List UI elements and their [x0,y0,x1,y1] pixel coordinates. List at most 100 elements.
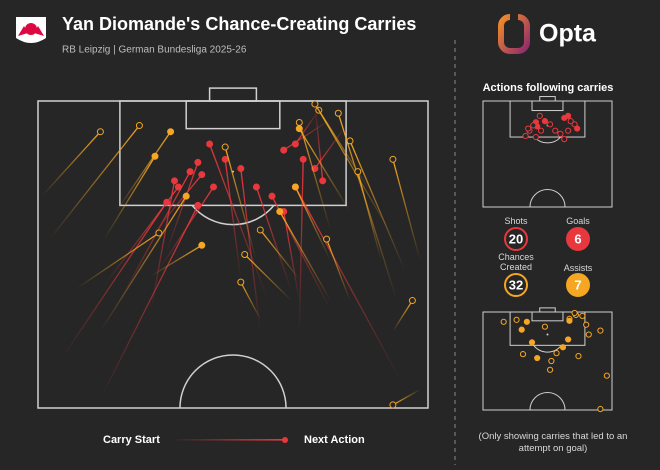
mini-action [566,317,573,324]
carry [99,195,187,332]
brand: Opta [539,20,597,48]
mini-action [597,405,604,413]
centre-circle [529,188,566,208]
title: Yan Diomande's Chance-Creating Carries [62,14,416,34]
mini-action [574,125,581,132]
panel-title: Actions following carries [483,82,614,94]
mini-action [567,118,574,125]
next-action [276,208,284,216]
footnote: (Only showing carries that led to an att… [478,431,628,454]
mini-action [585,331,592,338]
next-action [291,140,299,148]
carry [314,104,324,181]
carry [60,201,168,360]
next-action [194,158,202,166]
stat-badge [504,273,528,297]
legend-end: Next Action [304,434,365,446]
mini-action [546,121,554,128]
penalty-spot [546,333,549,336]
mini-action [530,122,537,129]
mini-action [513,316,520,323]
carry [150,180,176,310]
carry [166,162,199,252]
brand-logo [498,12,530,54]
penalty-arc [533,345,562,353]
mini-action [565,336,572,343]
mini-action [557,130,564,137]
next-action [167,128,175,136]
six-yard-box [185,100,281,130]
mini-action [571,309,578,317]
stat-badge [566,227,590,251]
mini-action [548,357,555,365]
next-action [221,143,229,151]
club-badge [16,17,46,43]
centre-circle [529,391,566,411]
next-action [346,137,354,145]
carry [41,131,101,197]
carry [314,103,371,191]
carry [279,211,332,301]
mini-action [532,133,539,141]
mini-action [523,318,530,325]
carry [244,254,292,302]
carry [283,118,331,151]
mini-action [541,118,549,125]
stat-label: Assists [563,263,593,273]
carry [224,146,258,261]
carry [298,159,304,332]
carry [392,159,421,261]
carry [76,232,160,289]
stat-badge [504,227,528,251]
mini-action [525,125,532,132]
next-action [186,168,194,176]
carry [294,186,332,261]
mini-action [597,327,604,334]
mini-action [552,127,559,134]
mini-action [537,127,545,134]
mini-action [553,350,560,357]
mini-action [583,321,590,328]
next-action [198,171,206,179]
six-yard-box [531,100,564,112]
goal [208,87,258,102]
next-action [237,278,245,286]
mini-action [559,344,567,351]
next-action [256,226,264,234]
legend-start: Carry Start [103,434,160,446]
next-action [210,183,217,191]
carry [298,128,351,212]
mini-action [561,136,568,143]
next-action [96,128,104,136]
carry [255,186,293,292]
carry [150,174,203,237]
next-action [221,155,229,163]
next-action [155,229,163,237]
carry [392,389,421,406]
mini-action [565,112,572,119]
carry [325,238,351,301]
stat-value: 32 [509,277,523,292]
next-action [198,241,206,249]
carry [208,143,269,301]
next-action [237,165,245,173]
next-action [182,192,190,200]
carry [349,140,406,271]
centre-circle [179,354,287,409]
next-action [135,122,143,130]
next-action [194,201,202,209]
next-action [252,183,260,191]
legend-line [170,439,285,441]
next-action [268,192,276,200]
carry [259,229,300,280]
mini-action [519,351,527,358]
mini-action [575,353,582,360]
goal [539,96,556,102]
next-action [291,183,299,191]
next-action [389,155,397,163]
carry [298,122,332,231]
carry [294,186,402,381]
mini-action [536,112,543,119]
next-action [163,198,171,206]
